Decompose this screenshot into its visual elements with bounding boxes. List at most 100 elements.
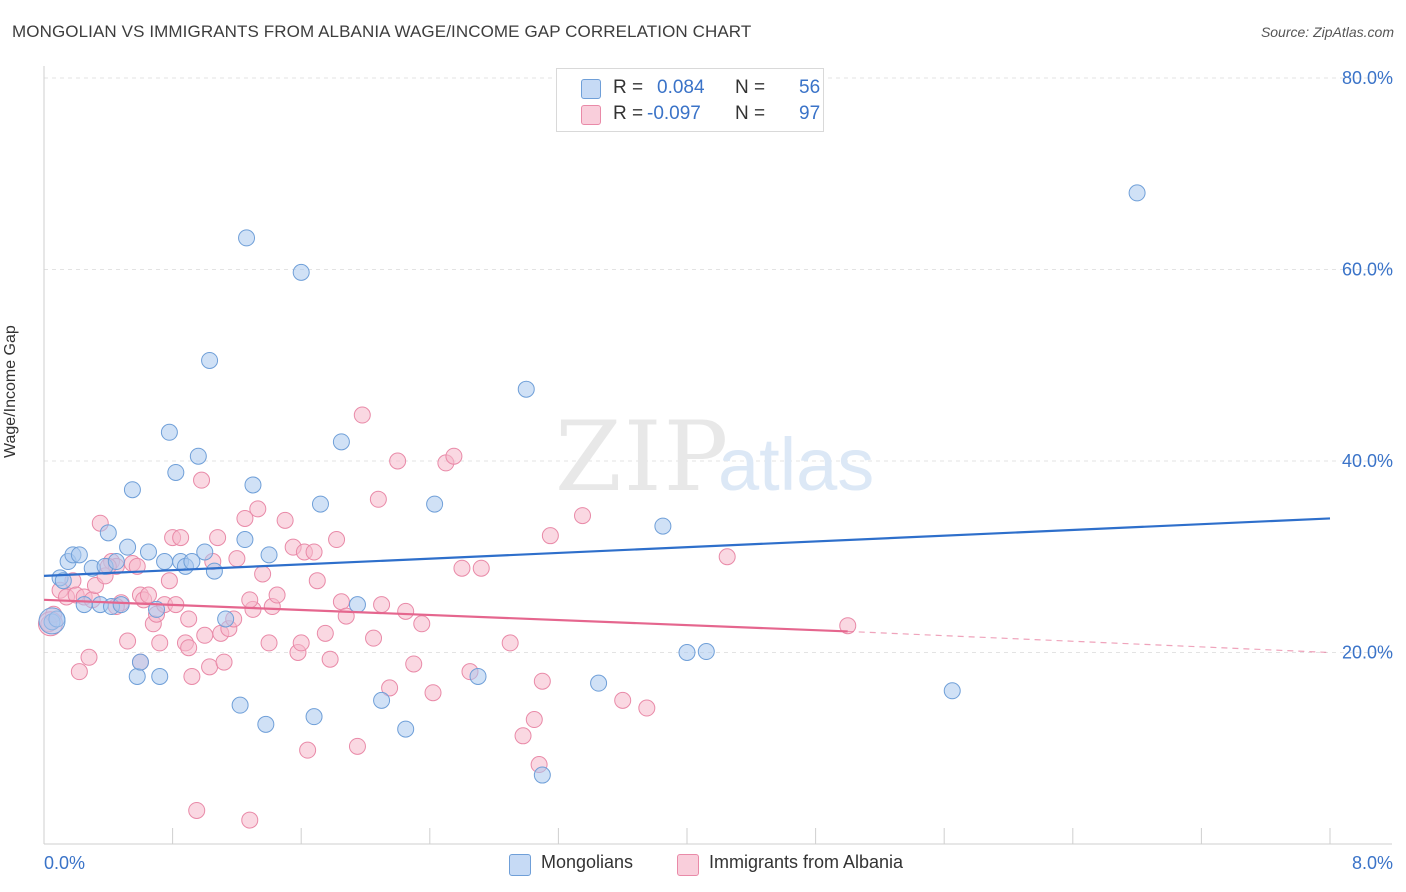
mongolian-point xyxy=(156,553,174,571)
mongolian-point xyxy=(244,476,262,494)
albania-point xyxy=(321,650,339,668)
albania-point xyxy=(254,565,272,583)
mongolian-point xyxy=(128,667,146,685)
mongolian-point xyxy=(305,708,323,726)
mongolian-point xyxy=(260,546,278,564)
albania-point xyxy=(180,639,198,657)
x-tick-label: 8.0% xyxy=(1352,853,1393,873)
mongolian-point xyxy=(151,667,169,685)
mongolian-point xyxy=(397,720,415,738)
albania-point xyxy=(236,509,254,527)
legend-r-label: R = xyxy=(613,77,644,98)
mongolian-point xyxy=(99,524,117,542)
albania-point xyxy=(172,529,190,547)
mongolian-point xyxy=(131,653,149,671)
albania-point xyxy=(128,557,146,575)
mongolian-point xyxy=(70,546,88,564)
albania-point xyxy=(215,653,233,671)
albania-trend-line xyxy=(43,598,848,633)
albania-point xyxy=(299,741,317,759)
albania-point xyxy=(188,801,206,819)
albania-point xyxy=(332,593,350,611)
legend-swatch-pink xyxy=(581,105,601,125)
albania-point xyxy=(472,559,490,577)
albania-point xyxy=(525,711,543,729)
mongolian-point xyxy=(167,463,185,481)
albania-point xyxy=(305,543,323,561)
albania-point xyxy=(328,531,346,549)
albania-point xyxy=(353,406,371,424)
mongolian-point xyxy=(189,447,207,465)
albania-point xyxy=(260,634,278,652)
albania-point xyxy=(453,559,471,577)
albania-point xyxy=(424,684,442,702)
mongolian-point xyxy=(112,596,130,614)
mongolian-points xyxy=(38,184,1146,784)
mongolian-point xyxy=(231,696,249,714)
bottom-legend-swatch-blue xyxy=(509,854,531,876)
albania-point xyxy=(533,672,551,690)
y-tick-label: 60.0% xyxy=(1342,260,1393,280)
mongolian-point xyxy=(75,596,93,614)
mongolian-point xyxy=(107,553,125,571)
legend-n-label: N = xyxy=(735,103,766,124)
mongolian-trend-line xyxy=(43,517,1331,577)
mongolian-point xyxy=(119,538,137,556)
legend-n-value: 97 xyxy=(799,103,821,124)
y-tick-labels: 20.0% 40.0% 60.0% 80.0% xyxy=(1342,68,1393,663)
albania-point xyxy=(397,602,415,620)
y-tick-label: 40.0% xyxy=(1342,451,1393,471)
trend-lines xyxy=(43,517,1331,654)
albania-trend-extension xyxy=(847,630,1331,654)
mongolian-point xyxy=(517,380,535,398)
albania-point xyxy=(70,663,88,681)
mongolian-point-cluster xyxy=(38,607,66,635)
albania-point xyxy=(160,572,178,590)
correlation-legend: R = 0.084 N = 56 R = -0.097 N = 97 xyxy=(556,68,824,132)
albania-point xyxy=(381,679,399,697)
albania-point xyxy=(316,624,334,642)
y-axis-label: Wage/Income Gap xyxy=(2,325,19,458)
albania-point xyxy=(348,737,366,755)
bottom-legend-label: Mongolians xyxy=(541,852,634,872)
albania-point xyxy=(445,447,463,465)
albania-point xyxy=(574,507,592,525)
legend-n-value: 56 xyxy=(799,77,821,98)
mongolian-point xyxy=(1128,184,1146,202)
albania-point xyxy=(413,615,431,633)
mongolian-point xyxy=(426,495,444,513)
mongolian-point xyxy=(697,643,715,661)
legend-r-value: -0.097 xyxy=(647,103,701,124)
albania-point xyxy=(276,511,294,529)
mongolian-point xyxy=(139,543,157,561)
mongolian-point xyxy=(654,517,672,535)
albania-point xyxy=(405,655,423,673)
chart-title: MONGOLIAN VS IMMIGRANTS FROM ALBANIA WAG… xyxy=(12,22,752,41)
albania-point xyxy=(308,572,326,590)
albania-points xyxy=(37,406,857,829)
bottom-legend-label: Immigrants from Albania xyxy=(709,852,904,872)
mongolian-point xyxy=(533,766,551,784)
mongolian-point xyxy=(196,543,214,561)
axes xyxy=(43,66,1392,845)
legend-n-label: N = xyxy=(735,77,766,98)
y-tick-label: 80.0% xyxy=(1342,68,1393,88)
bottom-legend-swatch-pink xyxy=(677,854,699,876)
albania-point xyxy=(268,586,286,604)
albania-point xyxy=(614,691,632,709)
albania-point xyxy=(196,626,214,644)
mongolian-point xyxy=(236,531,254,549)
albania-point xyxy=(209,529,227,547)
mongolian-point xyxy=(160,423,178,441)
albania-point xyxy=(638,699,656,717)
mongolian-point xyxy=(217,610,235,628)
mongolian-point xyxy=(205,562,223,580)
albania-point xyxy=(365,629,383,647)
watermark-zip: ZIP xyxy=(555,401,730,513)
source-label: Source: ZipAtlas.com xyxy=(1260,24,1394,40)
x-tick-labels: 0.0% 8.0% xyxy=(44,853,1393,873)
mongolian-point xyxy=(311,495,329,513)
mongolian-point xyxy=(238,229,256,247)
mongolian-point xyxy=(469,667,487,685)
